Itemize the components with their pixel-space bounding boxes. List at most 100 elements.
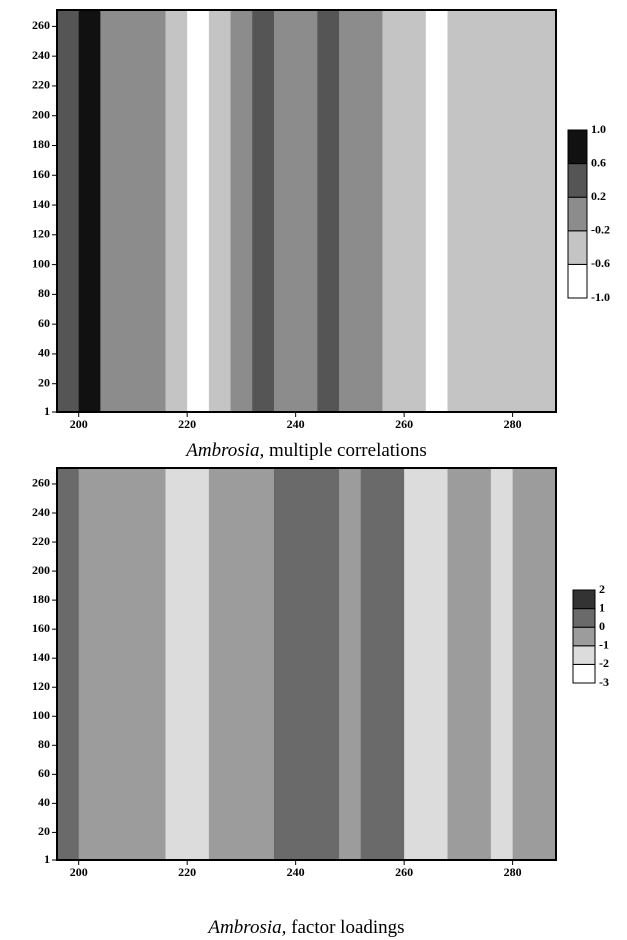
y-tick-label: 160 [32, 167, 50, 181]
colorbar-label: 0.6 [591, 155, 606, 169]
y-tick-label: 160 [32, 621, 50, 635]
contour-band [165, 468, 188, 860]
contour-band [425, 468, 449, 860]
contour-band [122, 468, 145, 860]
x-tick-label: 280 [504, 865, 522, 879]
y-tick-label: 180 [32, 592, 50, 606]
y-tick-label: 20 [38, 824, 50, 838]
contour-band [469, 10, 492, 412]
y-tick-label: 240 [32, 505, 50, 519]
contour-band [360, 468, 383, 860]
contour-band [252, 468, 275, 860]
contour-band [122, 10, 145, 412]
y-tick-label: 120 [32, 679, 50, 693]
contour-band [490, 468, 514, 860]
x-tick-label: 260 [395, 417, 413, 431]
y-tick-label: 220 [32, 534, 50, 548]
colorbar-label: 1.0 [591, 122, 606, 136]
y-tick-label: 220 [32, 78, 50, 92]
contour-band [208, 10, 232, 412]
contour-band [165, 10, 188, 412]
contour-band [78, 10, 101, 412]
contour-band [512, 468, 535, 860]
contour-band [360, 10, 383, 412]
caption-species: Ambrosia, [206, 917, 286, 938]
contour-band [490, 10, 514, 412]
colorbar-label: -0.2 [591, 223, 610, 237]
contour-band [187, 10, 210, 412]
x-tick-label: 280 [504, 417, 522, 431]
y-tick-label: 1 [44, 404, 50, 418]
x-tick-label: 220 [178, 865, 196, 879]
contour-band [252, 10, 275, 412]
y-tick-label: 40 [38, 795, 50, 809]
colorbar-box [572, 589, 596, 610]
contour-band [143, 10, 166, 412]
y-tick-label: 60 [38, 316, 50, 330]
colorbar-label: -1 [599, 638, 609, 652]
contour-band [187, 468, 210, 860]
contour-band [143, 468, 166, 860]
caption: Ambrosia, multiple correlations [184, 440, 426, 461]
contour-band [78, 468, 101, 860]
contour-band [208, 468, 232, 860]
contour-band [339, 10, 362, 412]
colorbar-label: -3 [599, 675, 609, 689]
colorbar-box [567, 129, 588, 165]
colorbar-box [572, 626, 596, 647]
contour-band [230, 10, 253, 412]
colorbar-box [567, 263, 588, 299]
colorbar-label: 2 [599, 582, 605, 596]
colorbar-box [567, 230, 588, 265]
y-tick-label: 260 [32, 476, 50, 490]
y-tick-label: 140 [32, 197, 50, 211]
caption-text: factor loadings [291, 917, 404, 938]
contour-band [534, 10, 557, 412]
colorbar-box [567, 163, 588, 198]
y-tick-label: 260 [32, 18, 50, 32]
colorbar-label: 0 [599, 619, 605, 633]
contour-band [382, 468, 405, 860]
colorbar-box [572, 608, 596, 628]
colorbar-box [572, 663, 596, 684]
contour-band [100, 10, 123, 412]
contour-band [295, 10, 318, 412]
colorbar-box [567, 196, 588, 232]
contour-band [425, 10, 449, 412]
y-tick-label: 40 [38, 346, 50, 360]
colorbar-label: -2 [599, 656, 609, 670]
contour-band [295, 468, 318, 860]
caption: Ambrosia, factor loadings [206, 917, 404, 938]
contour-band [469, 468, 492, 860]
y-tick-label: 80 [38, 286, 50, 300]
y-tick-label: 180 [32, 137, 50, 151]
caption-text: multiple correlations [269, 440, 427, 461]
contour-band [57, 468, 80, 860]
colorbar-box [572, 645, 596, 665]
contour-band [382, 10, 405, 412]
x-tick-label: 240 [287, 417, 305, 431]
contour-band [339, 468, 362, 860]
y-tick-label: 200 [32, 107, 50, 121]
x-tick-label: 220 [178, 417, 196, 431]
colorbar-label: 0.2 [591, 189, 606, 203]
y-tick-label: 80 [38, 737, 50, 751]
y-tick-label: 100 [32, 708, 50, 722]
contour-band [273, 468, 297, 860]
colorbar-label: -1.0 [591, 290, 610, 304]
contour-band [404, 468, 427, 860]
contour-band [273, 10, 297, 412]
colorbar-label: -0.6 [591, 256, 610, 270]
contour-band [447, 468, 470, 860]
contour-band [230, 468, 253, 860]
contour-band [317, 10, 340, 412]
colorbar-label: 1 [599, 600, 605, 614]
contour-band [447, 10, 470, 412]
contour-band [100, 468, 123, 860]
plot-frame [56, 9, 557, 413]
y-tick-label: 20 [38, 375, 50, 389]
contour-band [534, 468, 557, 860]
contour-band [317, 468, 340, 860]
y-tick-label: 1 [44, 852, 50, 866]
